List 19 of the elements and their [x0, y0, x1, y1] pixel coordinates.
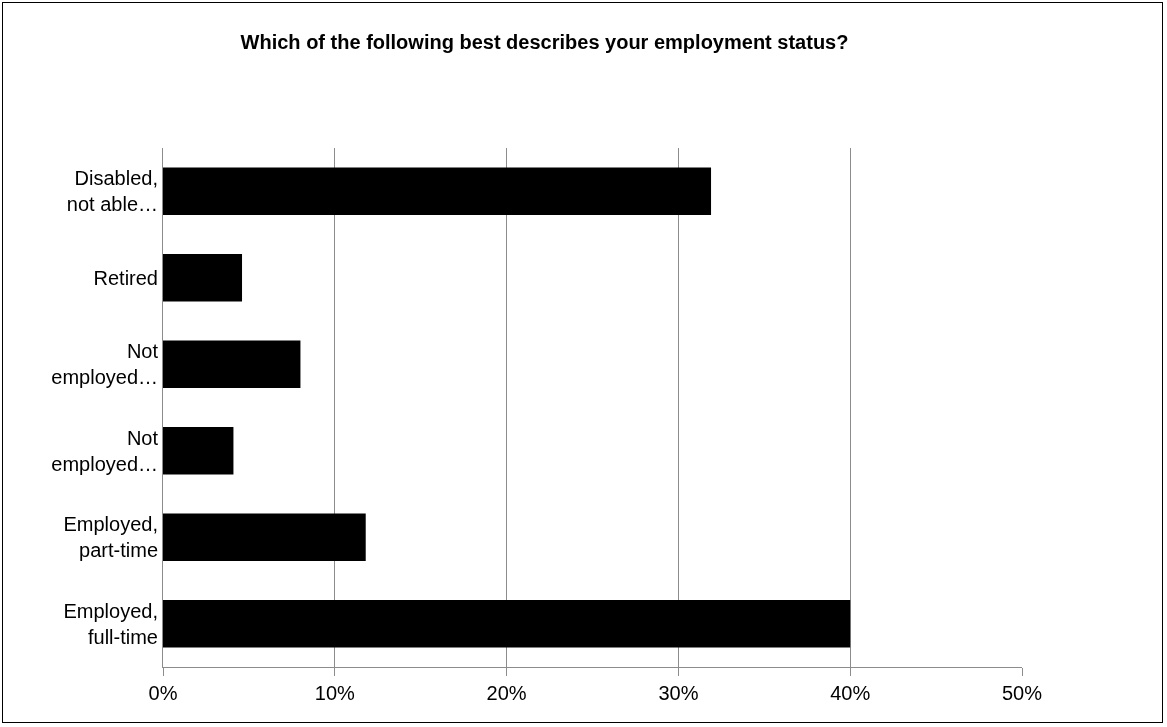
x-tick-label: 10% — [314, 682, 356, 704]
bar — [163, 253, 243, 302]
bar — [163, 340, 301, 389]
bar — [163, 599, 851, 648]
y-tick-label: Employed, part-time — [63, 513, 158, 562]
bar — [163, 167, 712, 216]
x-tick-label: 0% — [148, 682, 178, 704]
x-tick-label: 30% — [658, 682, 699, 704]
y-tick-label: Disabled, not able… — [66, 167, 158, 216]
x-tick-label: 20% — [486, 682, 527, 704]
chart-title: Which of the following best describes your employment status? — [240, 31, 849, 54]
bar — [163, 426, 234, 475]
x-tick-label: 50% — [1001, 682, 1043, 704]
y-tick-label: Retired — [93, 266, 158, 289]
y-tick-label: Not employed… — [51, 426, 159, 475]
y-tick-label: Not employed… — [51, 340, 159, 389]
x-tick-label: 40% — [830, 682, 871, 704]
bar — [163, 513, 366, 562]
y-tick-label: Employed, full-time — [63, 599, 158, 648]
